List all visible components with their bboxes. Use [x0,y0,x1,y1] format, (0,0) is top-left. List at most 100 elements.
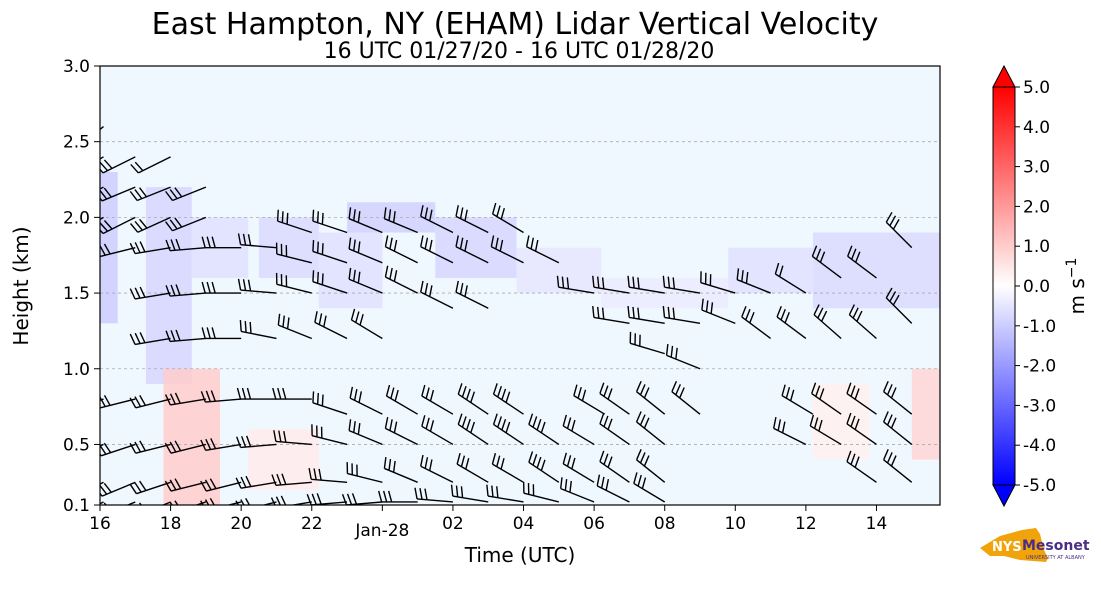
wind-barb [627,306,665,325]
wind-barb-staff [666,354,701,370]
wind-barb [662,275,701,294]
wind-barb-flag [536,418,542,431]
wind-barb-flag [811,382,817,394]
wind-barb [164,500,207,505]
wind-barb-staff [848,314,877,340]
wind-barb-staff [776,316,807,340]
wind-barb-staff [633,482,666,503]
wind-barb-flag [456,452,461,465]
wind-barb [455,205,489,234]
wind-barb-flag [129,223,139,233]
wind-barb-staff [636,459,666,483]
x-axis-label: Time (UTC) [464,543,576,567]
wind-barb-flag [205,438,212,450]
wind-barb-staff [883,421,913,445]
wind-barb-flag [353,269,356,282]
wind-barb [450,484,489,503]
wind-barb-flag [671,380,678,392]
wind-barb-flag [457,413,463,425]
wind-barb [100,398,104,401]
wind-barb-flag [528,451,534,463]
colorbar: 5.0 4.0 3.0 2.0 1.0 0.0 -1.0 -2.0 -3.0 -4.0 -5.0 m… [992,64,1089,508]
wind-barb [774,262,807,294]
wind-barb-flag [525,235,530,247]
wind-barb-flag [174,217,183,228]
wind-barb-flag [459,207,464,219]
wind-barb-flag [428,209,433,222]
wind-barb-flag [200,500,204,505]
wind-barb [165,216,207,232]
wind-barb-staff [101,186,136,202]
wind-barb-flag [139,332,146,344]
wind-barb [275,242,312,264]
y-tick-label: 0.5 [63,435,90,455]
wind-barb-flag [627,275,630,288]
wind-barb-flag [130,507,137,516]
wind-barb-flag [200,391,206,403]
wind-barb-staff [385,246,418,264]
wind-barb-flag [603,453,609,465]
wind-barb-flag [174,440,182,452]
wind-barb-flag [603,415,609,427]
velocity-region [728,247,813,294]
wind-barb-flag [813,417,819,429]
wind-barb-flag [596,474,601,487]
wind-barb-flag [885,211,893,223]
wind-barb [100,216,136,235]
wind-barb-staff [134,337,171,346]
wind-barb-staff [170,398,206,406]
wind-barb-staff [138,156,171,174]
wind-barb-flag [271,474,277,486]
wind-barb-staff [194,501,207,505]
wind-barb-staff [100,186,104,190]
colorbar-tick-label: 1.0 [1023,237,1050,257]
wind-barb [486,484,524,503]
wind-barb [420,454,454,483]
wind-barb-flag [170,284,176,296]
wind-barb-flag [239,319,242,332]
wind-barb-flag [348,267,352,280]
wind-barb [239,319,277,340]
wind-barb-flag [134,396,142,407]
colorbar-extend-high [992,64,1016,88]
wind-barb-flag [209,478,217,489]
wind-barb [883,449,913,483]
wind-barb [129,440,171,454]
wind-barb [350,308,383,340]
wind-barb-flag [321,273,324,285]
wind-barb-flag [134,287,141,299]
wind-barb-flag [139,187,148,198]
wind-barb-staff [421,395,454,415]
x-axis: 16 18 20 22 Jan-28 02 04 06 08 10 12 14 [89,505,887,541]
wind-barb-flag [465,418,471,431]
wind-barb-flag [850,453,856,465]
wind-barb-flag [242,233,247,246]
wind-barb-flag [359,313,364,326]
wind-barb-flag [892,294,900,306]
wind-barb-flag [201,327,206,339]
wind-barb-staff [420,246,454,264]
wind-barb-staff [700,282,736,294]
wind-barb-flag [607,456,613,468]
wind-barb [129,186,171,202]
wind-barb-flag [819,388,825,400]
wind-barb-flag [355,311,360,323]
wind-barb-flag [100,444,107,455]
wind-barb-flag [635,449,642,461]
wind-barb-flag [424,207,429,219]
wind-barb [377,490,418,503]
wind-barb-staff [671,391,701,415]
wind-barb-flag [389,267,393,280]
wind-barb [271,473,312,486]
wind-barb-flag [165,221,174,232]
wind-barb [201,236,242,249]
wind-barb-flag [662,306,666,318]
wind-barb-flag [388,209,392,221]
wind-barb-flag [244,320,247,333]
wind-barb-flag [235,477,242,489]
wind-barb-flag [592,306,595,318]
wind-barb [275,272,312,294]
wind-barb-staff [809,425,842,446]
wind-barb [349,386,383,415]
colorbar-tick-label: 0.0 [1023,277,1050,297]
